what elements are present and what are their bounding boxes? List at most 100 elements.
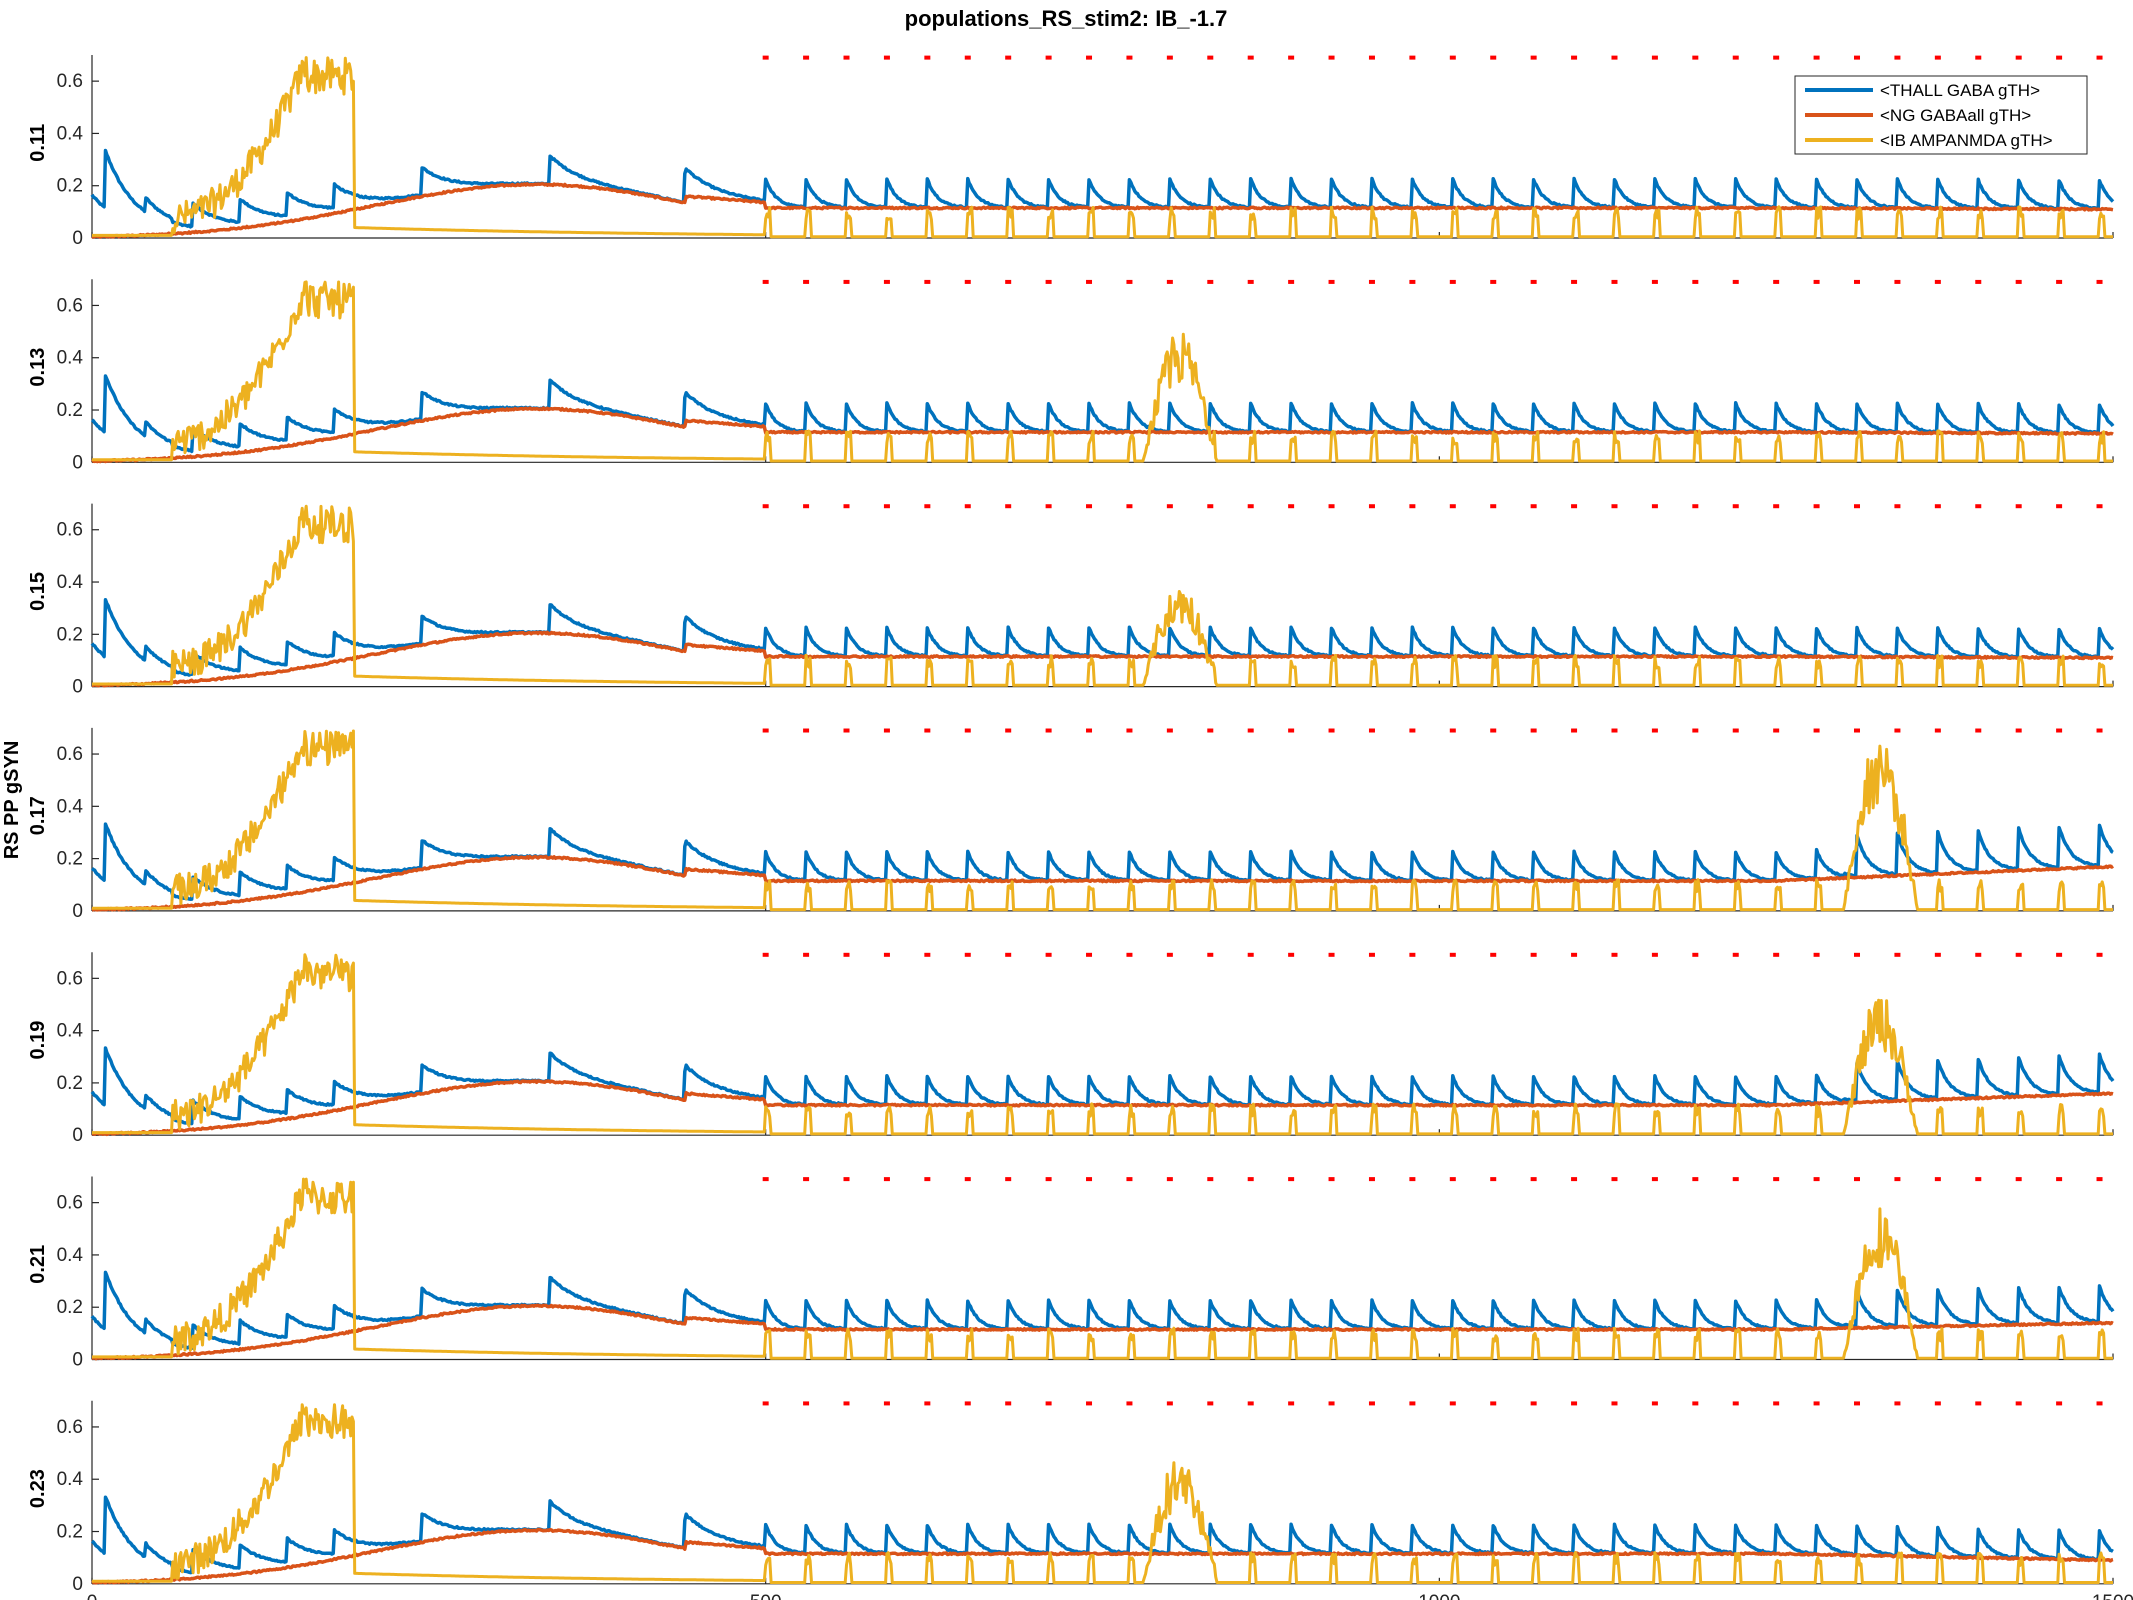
stimulus-marker: [2096, 55, 2103, 60]
stimulus-marker: [843, 1401, 850, 1406]
stimulus-marker: [1732, 1401, 1739, 1406]
y-tick-label: 0: [72, 1574, 83, 1595]
stimulus-marker: [1005, 504, 1012, 509]
stimulus-marker: [883, 504, 890, 509]
stimulus-marker: [1571, 504, 1578, 509]
stimulus-marker: [1126, 952, 1133, 957]
stimulus-marker: [1086, 504, 1093, 509]
series-line-thall: [90, 1046, 2115, 1126]
stimulus-marker: [1813, 1177, 1820, 1182]
stimulus-marker: [1692, 55, 1699, 60]
stimulus-marker: [1934, 1177, 1941, 1182]
stimulus-marker: [1651, 279, 1658, 284]
stimulus-marker: [964, 55, 971, 60]
stimulus-marker: [1894, 728, 1901, 733]
stimulus-marker: [1490, 504, 1497, 509]
series-line-thall: [90, 598, 2115, 677]
stimulus-marker: [1166, 1401, 1173, 1406]
stimulus-marker: [1490, 1177, 1497, 1182]
y-tick-label: 0.6: [57, 520, 83, 541]
stimulus-marker: [924, 952, 931, 957]
y-tick-label: 0.6: [57, 1417, 83, 1438]
stimulus-marker: [2056, 279, 2063, 284]
stimulus-marker: [1651, 1401, 1658, 1406]
stimulus-marker: [1368, 952, 1375, 957]
stimulus-marker: [1166, 1177, 1173, 1182]
stimulus-marker: [1449, 952, 1456, 957]
panel-label: 0.19: [27, 1021, 49, 1060]
stimulus-marker: [2015, 1401, 2022, 1406]
stimulus-marker: [2096, 728, 2103, 733]
stimulus-marker: [1894, 1401, 1901, 1406]
panel-0.19: 0 0.2 0.4 0.6 0.19: [27, 952, 2115, 1146]
stimulus-marker: [1247, 952, 1254, 957]
stimulus-marker: [1773, 55, 1780, 60]
x-tick-label: 0: [87, 1592, 98, 1600]
series-line-ng: [91, 406, 2114, 464]
stimulus-marker: [2056, 504, 2063, 509]
stimulus-marker: [1854, 1401, 1861, 1406]
stimulus-marker: [1449, 728, 1456, 733]
stimulus-marker: [1086, 1401, 1093, 1406]
y-tick-label: 0.4: [57, 348, 84, 369]
stimulus-marker: [1045, 728, 1052, 733]
stimulus-marker: [1328, 55, 1335, 60]
stimulus-marker: [1934, 1401, 1941, 1406]
stimulus-marker: [2015, 952, 2022, 957]
stimulus-marker: [1166, 279, 1173, 284]
stimulus-marker: [2015, 504, 2022, 509]
panel-0.15: 0 0.2 0.4 0.6 0.15: [27, 503, 2115, 698]
series-line-ib: [91, 56, 2114, 239]
stimulus-marker: [762, 279, 769, 284]
x-tick-label: 1000: [1418, 1592, 1460, 1600]
stimulus-marker: [1934, 952, 1941, 957]
y-tick-label: 0: [72, 1350, 83, 1371]
series-line-ib: [91, 1403, 2114, 1584]
stimulus-marker: [1449, 1177, 1456, 1182]
stimulus-marker: [1045, 1177, 1052, 1182]
stimulus-marker: [1773, 1401, 1780, 1406]
stimulus-marker: [1247, 504, 1254, 509]
stimulus-marker: [1368, 55, 1375, 60]
series-line-ng: [91, 1079, 2114, 1137]
stimulus-marker: [1166, 952, 1173, 957]
stimulus-marker: [1086, 55, 1093, 60]
y-tick-label: 0: [72, 1125, 83, 1146]
y-tick-label: 0: [72, 901, 83, 922]
stimulus-marker: [1894, 55, 1901, 60]
stimulus-marker: [1975, 55, 1982, 60]
stimulus-marker: [1611, 55, 1618, 60]
stimulus-marker: [1328, 1177, 1335, 1182]
stimulus-marker: [803, 728, 810, 733]
stimulus-marker: [2056, 1401, 2063, 1406]
stimulus-marker: [1692, 279, 1699, 284]
stimulus-marker: [924, 728, 931, 733]
stimulus-marker: [1773, 952, 1780, 957]
stimulus-marker: [1611, 1177, 1618, 1182]
stimulus-marker: [843, 55, 850, 60]
stimulus-marker: [1854, 1177, 1861, 1182]
stimulus-marker: [1571, 728, 1578, 733]
stimulus-marker: [1207, 728, 1214, 733]
stimulus-marker: [1854, 952, 1861, 957]
stimulus-marker: [1086, 1177, 1093, 1182]
series-line-ib: [91, 729, 2114, 912]
stimulus-marker: [1813, 504, 1820, 509]
stimulus-marker: [1005, 1401, 1012, 1406]
stimulus-marker: [1449, 1401, 1456, 1406]
y-tick-label: 0.2: [57, 1522, 83, 1543]
stimulus-marker: [1611, 504, 1618, 509]
y-tick-label: 0.4: [57, 796, 84, 817]
stimulus-marker: [1651, 1177, 1658, 1182]
stimulus-marker: [2015, 55, 2022, 60]
stimulus-marker: [762, 952, 769, 957]
stimulus-marker: [964, 1177, 971, 1182]
stimulus-marker: [1045, 504, 1052, 509]
stimulus-marker: [1611, 279, 1618, 284]
stimulus-marker: [2015, 279, 2022, 284]
stimulus-marker: [1530, 728, 1537, 733]
stimulus-marker: [1005, 55, 1012, 60]
y-tick-label: 0.2: [57, 176, 83, 197]
stimulus-marker: [1490, 1401, 1497, 1406]
stimulus-marker: [1571, 1177, 1578, 1182]
